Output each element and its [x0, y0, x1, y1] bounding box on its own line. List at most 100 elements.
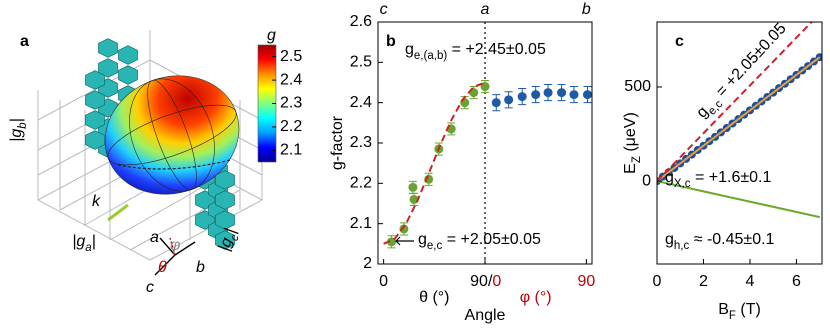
x-tick-label: 0 [492, 273, 501, 290]
y-tick-label: 2.3 [350, 134, 372, 151]
x-tick-label: 0 [379, 273, 388, 290]
axis-label: |gb| [8, 118, 29, 142]
x-tick-label: 90/ [470, 273, 493, 290]
text-part: g [405, 41, 414, 58]
text-part: ≈ -0.45±0.1 [689, 231, 774, 248]
text-part: (μeV) [622, 112, 639, 156]
annotation: ge,c = +2.05±0.05 [694, 20, 793, 124]
subscript: F [729, 310, 736, 322]
colorbar-tick-label: 2.5 [280, 48, 302, 65]
text-part: (T) [736, 301, 761, 318]
wavevector-label: k [92, 193, 101, 210]
top-tick-label: a [481, 1, 490, 18]
crystal-axis: a [150, 229, 159, 246]
data-point [582, 90, 592, 100]
line [657, 180, 820, 219]
axis-label: |ga| [72, 233, 96, 254]
text-part: |g [8, 129, 25, 142]
subscript: e,c [427, 240, 443, 252]
plot-area [383, 22, 592, 264]
line [383, 81, 486, 245]
crystal-cell [215, 190, 235, 210]
data-point [399, 224, 409, 234]
data-point [491, 98, 501, 108]
text-part: |g [216, 235, 236, 253]
top-tick-label: b [582, 1, 591, 18]
top-tick-label: c [380, 1, 388, 18]
x-axis-sublabel: θ (°) [419, 289, 449, 306]
crystal-cell [85, 90, 105, 110]
crystal-cell [215, 210, 235, 230]
annotation: gX,c = +1.6±0.1 [665, 169, 771, 190]
data-point [517, 92, 527, 102]
y-axis-label: EZ (μeV) [622, 112, 643, 174]
subscript: Z [631, 156, 643, 163]
data-point [408, 182, 418, 192]
x-axis-sublabel: φ (°) [520, 289, 552, 306]
panel-label: a [20, 33, 29, 50]
y-tick-label: 2.6 [350, 13, 372, 30]
text-part: |g [72, 233, 85, 250]
annotation-arrow [395, 236, 414, 246]
x-tick-label: 4 [746, 273, 755, 290]
annotation: ge,(a,b) = +2.45±0.05 [405, 41, 546, 62]
text-part: g [665, 231, 674, 248]
ellipsoid-wireframe [107, 78, 237, 192]
text-part: | [92, 233, 96, 250]
annotation: gh,c ≈ -0.45±0.1 [665, 231, 775, 252]
y-tick-label: 2.1 [350, 215, 372, 232]
data-point [569, 90, 579, 100]
plot-frame [656, 21, 823, 265]
y-axis-label: g-factor [329, 115, 346, 170]
text-part: | [222, 226, 239, 236]
plots: 22.12.22.32.42.52.60 90/0 90c a bbg-factorAn… [329, 1, 823, 324]
colorbar-title: g [267, 27, 276, 44]
text-part: E [622, 163, 639, 174]
y-tick-label: 2.5 [350, 54, 372, 71]
text-part: = +1.6±0.1 [691, 169, 772, 186]
subscript: a [85, 242, 92, 254]
y-tick-label: 2.4 [350, 94, 372, 111]
panel-label: b [386, 33, 396, 50]
subscript: e,(a,b) [414, 50, 447, 62]
subscript: b [17, 122, 29, 129]
y-tick-label: 2.2 [350, 175, 372, 192]
x-tick-label: 6 [792, 273, 801, 290]
data-point [531, 90, 541, 100]
data-point [557, 88, 567, 98]
subscript: X,c [674, 178, 691, 190]
x-axis-label: BF (T) [718, 301, 761, 322]
subscript: h,c [674, 240, 690, 252]
x-tick-label: 90 [577, 273, 595, 290]
crystal-cell [98, 38, 118, 58]
y-tick-label: 500 [624, 78, 651, 95]
angle-label: θ [158, 259, 167, 276]
x-axis-label: Angle [465, 307, 506, 324]
text-part: = +2.45±0.05 [447, 41, 546, 58]
crystal-cell [85, 110, 105, 130]
crystal-cell [215, 230, 235, 250]
annotation: ge,c = +2.05±0.05 [418, 231, 541, 252]
y-tick-label: 2 [363, 255, 372, 272]
subscript: c [229, 233, 242, 243]
text-part: g [418, 231, 427, 248]
y-tick-label: 0 [642, 172, 651, 189]
crystal-cell [98, 58, 118, 78]
colorbar-tick-label: 2.1 [280, 142, 302, 159]
x-tick-label: 0 [653, 273, 662, 290]
panel-label: c [675, 33, 684, 50]
crystal-cell [118, 45, 138, 65]
crystal-cell [118, 65, 138, 85]
line [657, 22, 814, 182]
crystal-cell [85, 130, 105, 150]
colorbar-tick-label: 2.2 [280, 118, 302, 135]
plot-area [657, 22, 822, 219]
text-part: B [718, 301, 729, 318]
crystal-axis: b [196, 259, 205, 276]
data-point [543, 88, 553, 98]
line [657, 56, 821, 182]
data-point [504, 95, 514, 105]
axes-arrows [107, 203, 196, 276]
